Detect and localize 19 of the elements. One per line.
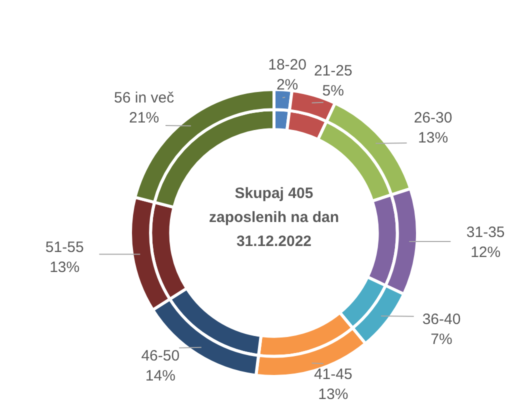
slice-label: 26-30 <box>414 110 452 127</box>
text: Skupaj 405 zaposlenih na dan 31.12.2022 <box>208 184 340 252</box>
slice-label: 18-20 <box>268 56 306 74</box>
slice-label: 31-35 <box>466 224 505 242</box>
data-label: 12% <box>470 244 501 262</box>
data-label: 2% <box>276 76 298 94</box>
slice-label: 51-55 <box>45 238 84 256</box>
slice-label: 21-25 <box>314 62 352 80</box>
slice-label: 36-40 <box>422 310 461 328</box>
data-label: 14% <box>145 368 176 385</box>
slice-label: 41-45 <box>314 366 352 383</box>
data-label: 13% <box>50 258 80 276</box>
data-label: 21% <box>129 109 160 126</box>
slice-label: 56 in več <box>114 89 175 106</box>
data-label: 13% <box>318 386 348 403</box>
data-label: 13% <box>418 130 448 147</box>
data-label: 7% <box>430 330 452 348</box>
slice-label: 46-50 <box>141 348 180 365</box>
data-label: 5% <box>322 82 344 100</box>
